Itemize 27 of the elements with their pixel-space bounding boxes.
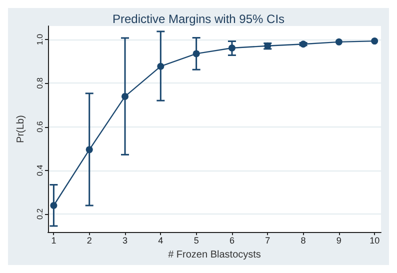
x-tick-label: 6 <box>229 236 234 246</box>
x-tick-label: 10 <box>370 236 380 246</box>
point <box>86 146 93 154</box>
point <box>335 38 342 46</box>
chart-title: Predictive Margins with 95% CIs <box>112 12 285 26</box>
y-tick-label: 0.8 <box>36 77 44 89</box>
point <box>371 38 378 45</box>
x-tick-label: 2 <box>86 236 92 246</box>
y-tick-label: 0.4 <box>36 164 44 176</box>
x-tick-label: 1 <box>51 236 56 246</box>
x-tick-label: 4 <box>158 236 164 246</box>
point <box>300 40 307 48</box>
point <box>228 44 236 52</box>
y-axis-title: Pr(Lb) <box>16 115 26 143</box>
point <box>192 50 200 58</box>
x-tick-label: 3 <box>122 236 128 246</box>
x-tick-label: 7 <box>265 236 270 246</box>
y-tick-label: 1.0 <box>36 33 44 46</box>
point <box>122 92 129 100</box>
point <box>50 202 58 209</box>
x-tick-label: 9 <box>336 236 342 246</box>
point <box>157 62 164 70</box>
x-axis-title: # Frozen Blastocysts <box>168 250 261 260</box>
y-tick-label: 0.6 <box>36 120 44 132</box>
x-tick-label: 5 <box>194 236 199 246</box>
x-tick-label: 8 <box>300 236 306 246</box>
y-tick-label: 0.2 <box>36 208 44 220</box>
